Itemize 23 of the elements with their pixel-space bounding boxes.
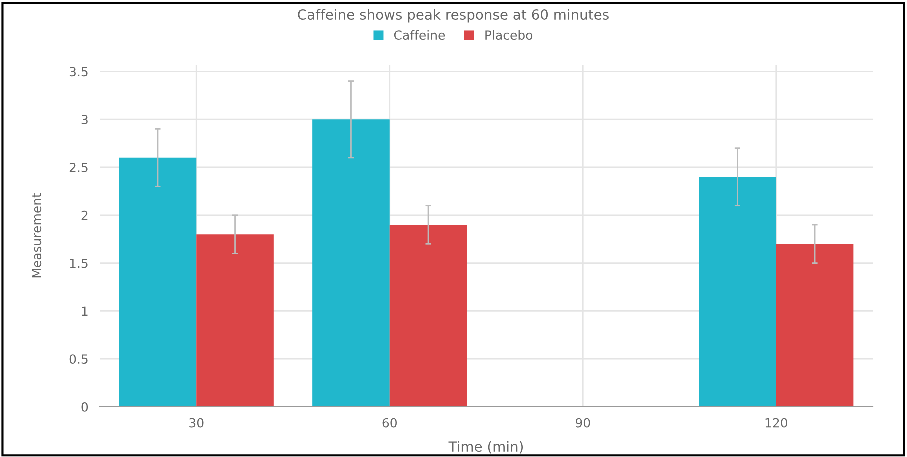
x-tick-label: 120 <box>766 418 788 428</box>
bar <box>196 234 274 407</box>
bar <box>390 224 468 407</box>
y-tick-label: 1 <box>82 306 88 316</box>
bar <box>776 244 854 407</box>
y-tick-label: 3 <box>82 115 88 125</box>
y-tick-label: 3.5 <box>70 67 88 77</box>
chart-title: Caffeine shows peak response at 60 minutes <box>298 9 609 23</box>
y-tick-label: 0 <box>82 402 88 412</box>
y-tick-label: 0.5 <box>70 354 88 364</box>
bar <box>699 177 776 407</box>
legend-label: Caffeine <box>394 30 446 40</box>
y-tick-label: 2 <box>82 210 88 220</box>
y-axis-title: Measurement <box>32 193 42 278</box>
x-axis-title: Time (min) <box>448 441 524 454</box>
y-tick-label: 1.5 <box>70 258 88 268</box>
x-tick-label: 60 <box>382 418 397 428</box>
x-tick-label: 90 <box>576 418 590 428</box>
bar <box>312 120 390 407</box>
bar <box>119 158 197 407</box>
x-tick-label: 30 <box>190 418 204 428</box>
legend-label: Placebo <box>486 30 533 40</box>
y-tick-label: 2.5 <box>70 162 88 172</box>
